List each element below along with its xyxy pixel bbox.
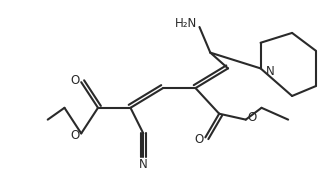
Text: O: O [247, 111, 256, 124]
Text: O: O [195, 133, 204, 146]
Text: O: O [71, 129, 80, 142]
Text: H₂N: H₂N [175, 17, 198, 29]
Text: O: O [71, 74, 80, 87]
Text: N: N [266, 65, 274, 78]
Text: N: N [139, 158, 148, 171]
